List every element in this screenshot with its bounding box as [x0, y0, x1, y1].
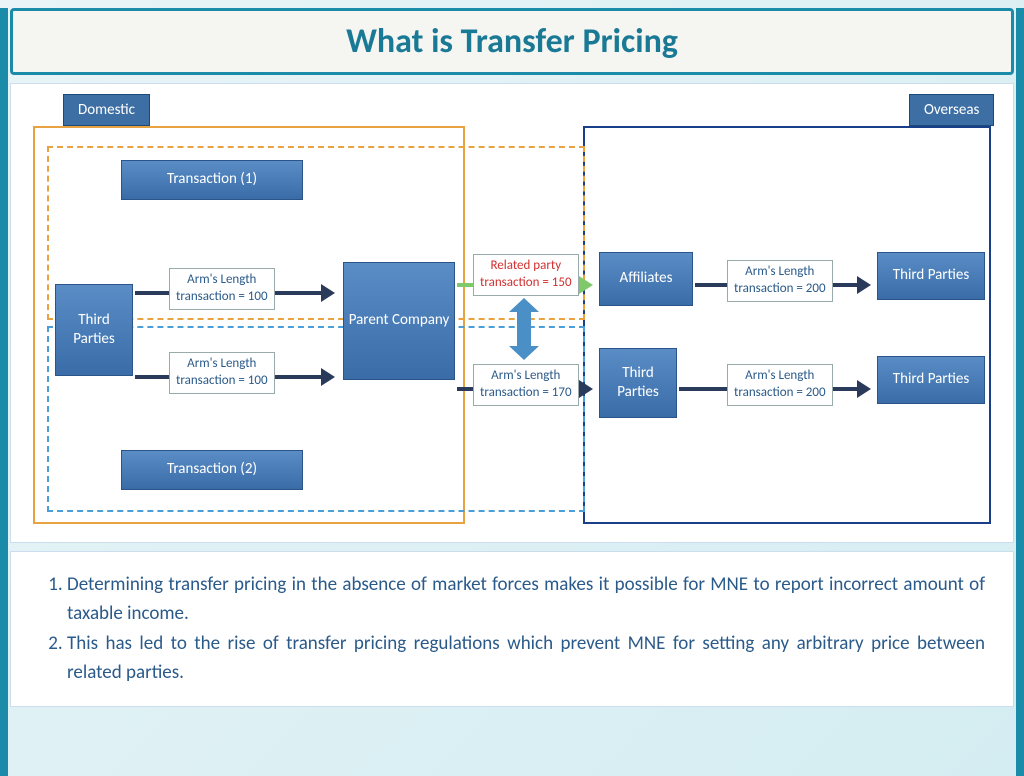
edge-label-arm200_top: Arm's Lengthtransaction = 200 [727, 260, 833, 302]
node-third_mid: Third Parties [599, 348, 677, 418]
node-third_r2: Third Parties [877, 356, 985, 404]
overseas-region-box [583, 126, 991, 524]
title-bar: What is Transfer Pricing [10, 8, 1014, 75]
edge-label-arm100_bot: Arm's Lengthtransaction = 100 [169, 352, 275, 394]
page-title: What is Transfer Pricing [346, 21, 678, 62]
note-item-2: This has led to the rise of transfer pri… [67, 629, 985, 688]
node-trans2_lbl: Transaction (2) [121, 450, 303, 490]
node-affiliates: Affiliates [599, 252, 693, 306]
note-item-1: Determining transfer pricing in the abse… [67, 570, 985, 629]
node-parent: Parent Company [343, 262, 455, 380]
edge-label-arm170: Arm's Lengthtransaction = 170 [473, 364, 579, 406]
edge-label-arm200_bot: Arm's Lengthtransaction = 200 [727, 364, 833, 406]
diagram-canvas: Domestic Overseas Transaction (1) Third Par… [10, 83, 1014, 543]
node-third_r1: Third Parties [877, 252, 985, 300]
notes-panel: Determining transfer pricing in the abse… [10, 551, 1014, 707]
domestic-label: Domestic [63, 94, 150, 126]
overseas-label: Overseas [909, 94, 994, 126]
edge-label-related150: Related partytransaction = 150 [473, 254, 579, 296]
edge-label-arm100_top: Arm's Lengthtransaction = 100 [169, 268, 275, 310]
node-third_left: Third Parties [55, 284, 133, 376]
node-trans1_lbl: Transaction (1) [121, 160, 303, 200]
double-arrow [509, 298, 539, 360]
